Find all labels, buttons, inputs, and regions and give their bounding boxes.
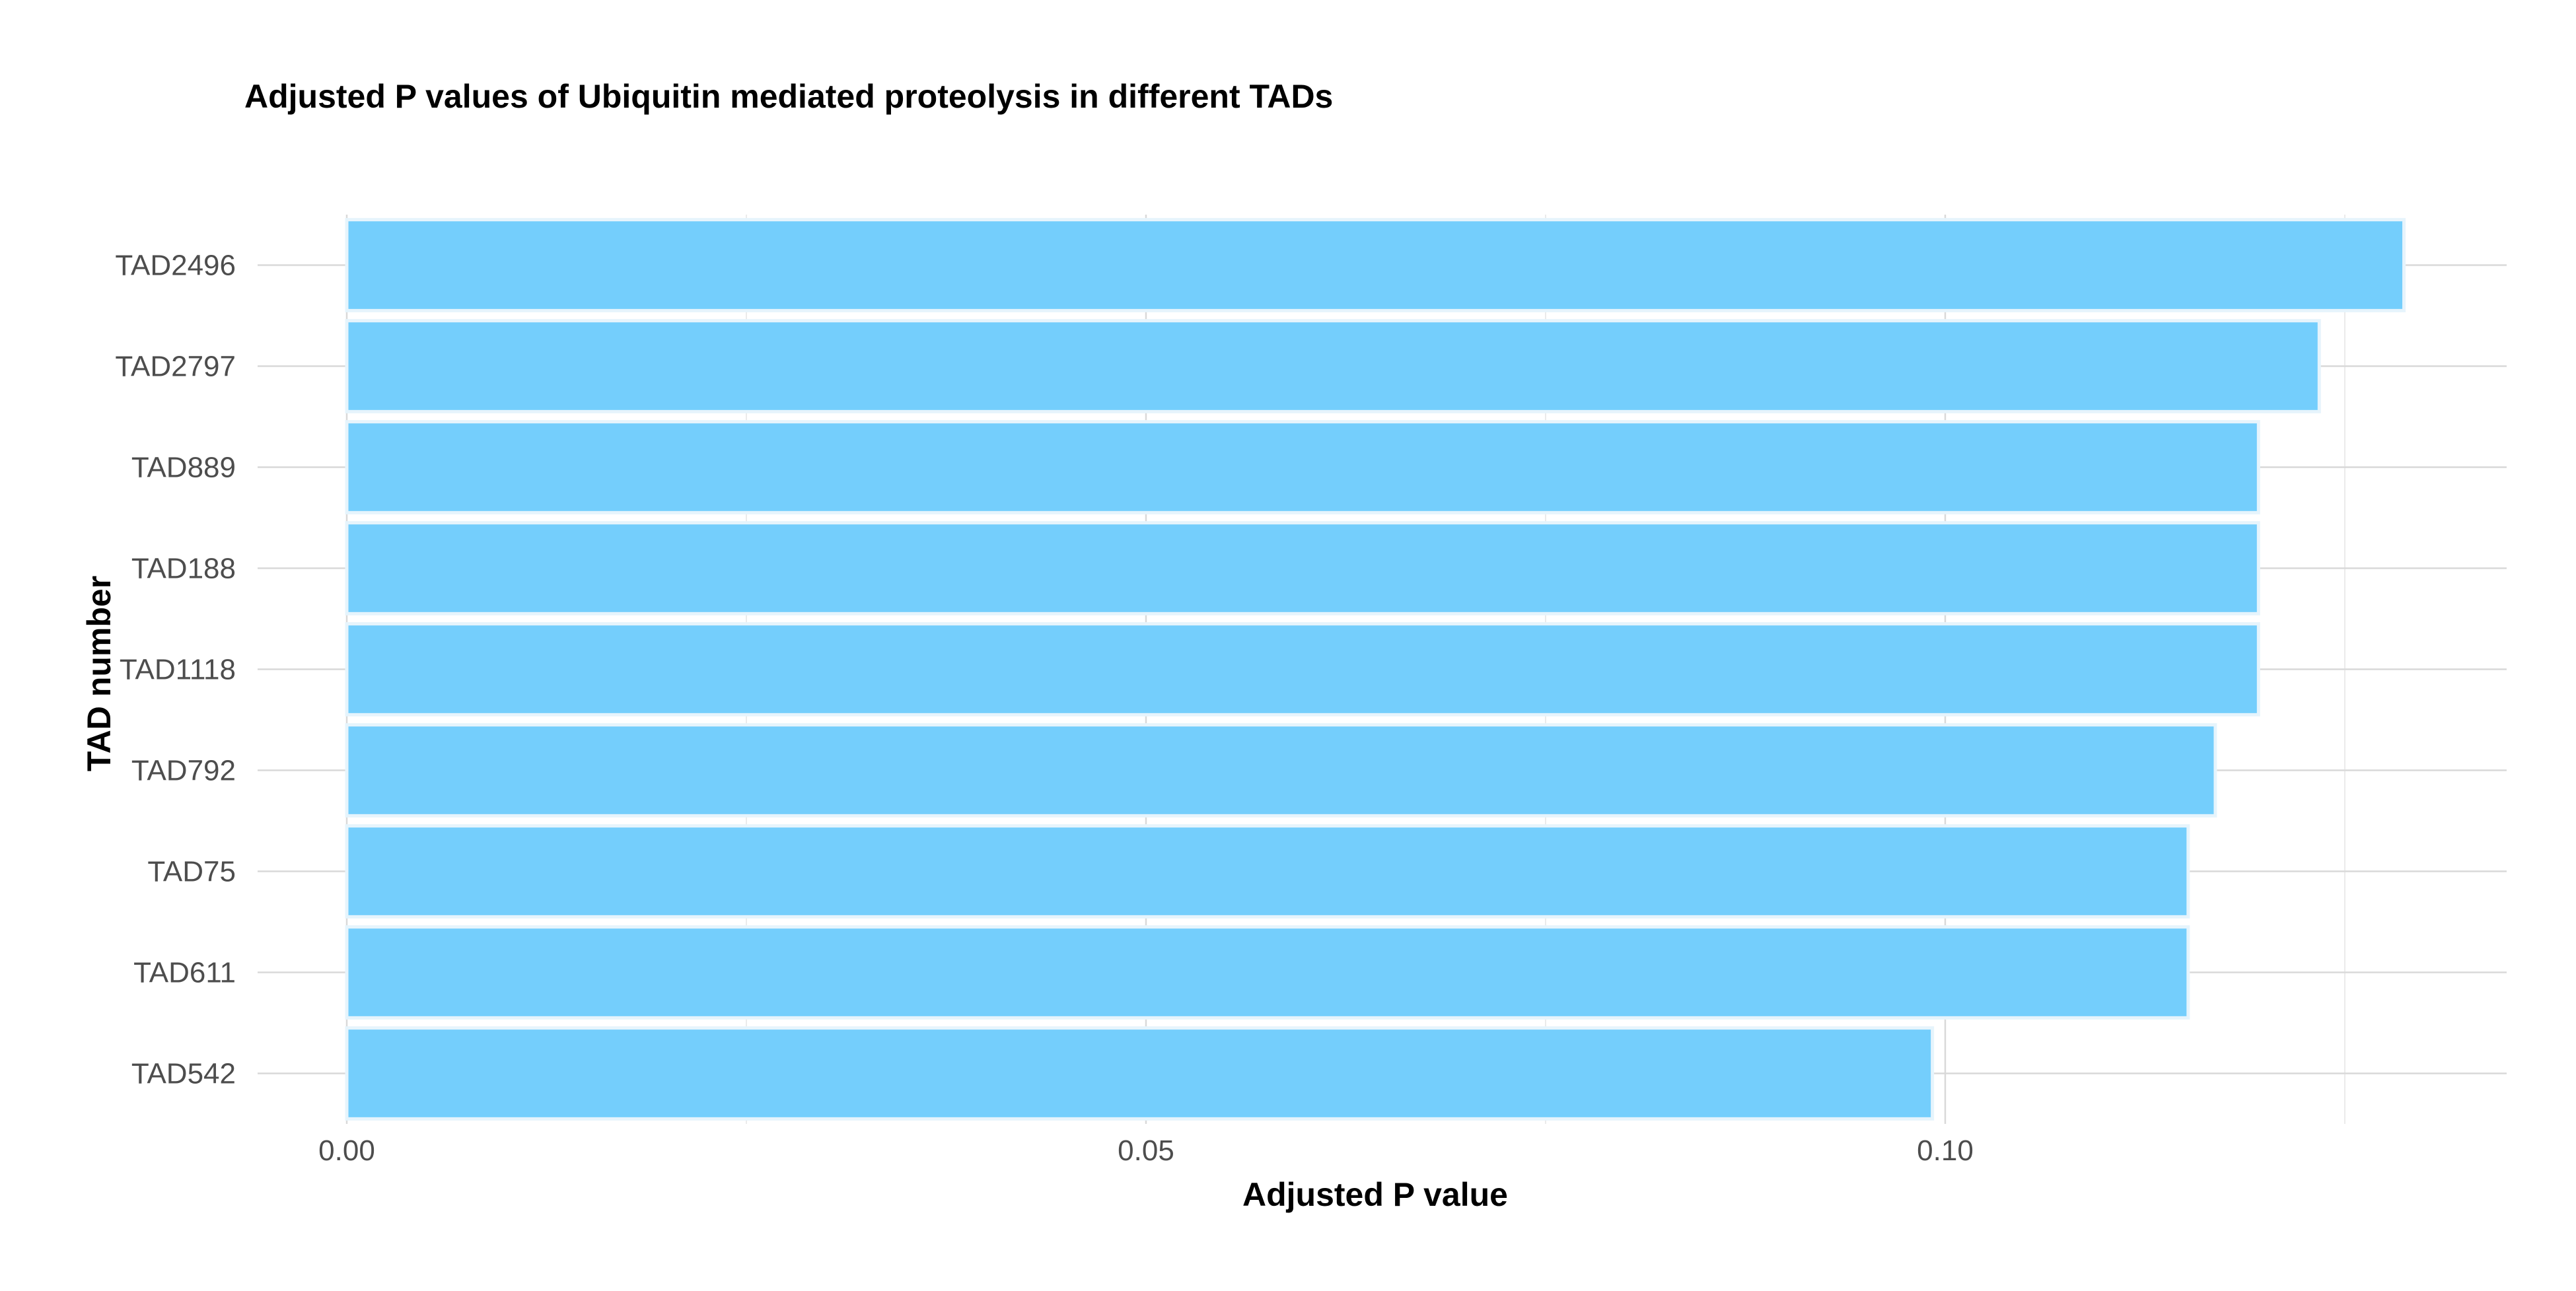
- y-tick-label: TAD2797: [115, 351, 236, 383]
- x-tick-label: 0.05: [1118, 1134, 1174, 1167]
- bar-tad2496: [345, 218, 2406, 312]
- y-tick-label: TAD611: [133, 957, 236, 989]
- bar-layer: [345, 218, 2406, 1121]
- bar-tad188: [345, 521, 2260, 615]
- y-tick-label: TAD188: [131, 553, 236, 585]
- chart-title: Adjusted P values of Ubiquitin mediated …: [244, 78, 1333, 115]
- y-tick-label: TAD1118: [120, 654, 236, 686]
- y-tick-label: TAD75: [147, 856, 236, 888]
- bar-tad1118: [345, 622, 2260, 716]
- y-tick-label: TAD542: [131, 1058, 236, 1090]
- y-axis-title: TAD number: [81, 576, 118, 771]
- bar-tad611: [345, 925, 2190, 1020]
- bar-tad792: [345, 723, 2217, 818]
- x-tick-label: 0.00: [318, 1134, 375, 1167]
- bar-tad75: [345, 824, 2190, 919]
- x-tick-label: 0.10: [1917, 1134, 1974, 1167]
- x-axis-ticks: 0.00 0.05 0.10: [318, 1134, 1974, 1167]
- y-axis-ticks: TAD2496 TAD2797 TAD889 TAD188 TAD1118 TAD792 T…: [115, 250, 236, 1090]
- y-tick-label: TAD2496: [115, 250, 236, 282]
- bar-tad542: [345, 1026, 1935, 1121]
- y-tick-label: TAD792: [131, 755, 236, 787]
- x-axis-title: Adjusted P value: [1242, 1176, 1508, 1213]
- y-tick-label: TAD889: [131, 452, 236, 484]
- bar-tad889: [345, 420, 2260, 514]
- bar-tad2797: [345, 319, 2321, 413]
